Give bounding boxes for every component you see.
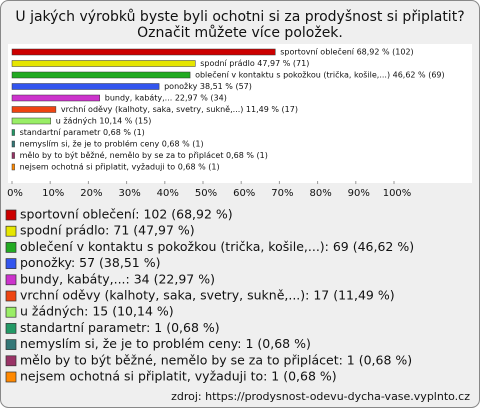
value-label: bundy, kabáty,... 22,97 % (34)	[105, 94, 227, 103]
legend-label: ponožky: 57 (38,51 %)	[20, 255, 160, 270]
x-tick-label: 90%	[348, 188, 370, 199]
legend-swatch	[5, 225, 17, 237]
bar	[11, 48, 276, 56]
source: zdroj: https://prodysnost-odevu-dycha-va…	[171, 390, 470, 403]
bar	[11, 129, 15, 136]
legend-label: spodní prádlo: 71 (47,97 %)	[20, 223, 195, 238]
legend-label: nemyslím si, že je to problém ceny: 1 (0…	[20, 336, 311, 351]
legend-swatch	[5, 274, 17, 286]
legend-swatch	[5, 323, 17, 334]
value-label: ponožky 38,51 % (57)	[164, 82, 252, 91]
value-label: vrchní oděvy (kalhoty, saka, svetry, suk…	[61, 105, 298, 114]
value-label: u žádných 10,14 % (15)	[56, 117, 152, 126]
legend-label: bundy, kabáty,...: 34 (22,97 %)	[20, 271, 215, 286]
legend-swatch	[5, 242, 17, 253]
x-tick-label: 60%	[233, 188, 255, 199]
legend-swatch	[5, 339, 17, 350]
legend-swatch	[5, 306, 17, 318]
legend-label: mělo by to být běžné, nemělo by se za to…	[20, 352, 412, 367]
bar	[11, 140, 15, 148]
bar	[11, 94, 100, 102]
value-label: nemyslím si, že je to problém ceny 0,68 …	[20, 139, 204, 149]
value-label: mělo by to být běžné, nemělo by se za to…	[20, 150, 268, 160]
x-tick-label: 20%	[80, 188, 102, 199]
value-label: sportovní oblečení 68,92 % (102)	[280, 47, 413, 57]
x-tick-label: 80%	[309, 188, 331, 199]
legend-swatch	[5, 209, 17, 221]
value-label: spodní prádlo 47,97 % (71)	[200, 59, 309, 68]
legend-label: nejsem ochotná si připlatit, vyžaduji to…	[20, 369, 337, 384]
x-tick-label: 50%	[195, 188, 217, 199]
bar	[11, 106, 57, 113]
legend-label: standartní parametr: 1 (0,68 %)	[20, 320, 220, 335]
value-label: oblečení v kontaktu s pokožkou (trička, …	[195, 70, 445, 80]
plot-area	[8, 44, 472, 183]
legend-label: vrchní oděvy (kalhoty, saka, svetry, suk…	[20, 288, 395, 303]
bar	[11, 60, 196, 67]
legend-swatch	[5, 355, 17, 367]
value-label: standartní parametr 0,68 % (1)	[20, 128, 145, 137]
x-tick-label: 0%	[7, 188, 23, 199]
legend-label: oblečení v kontaktu s pokožkou (trička, …	[20, 239, 414, 254]
chart-title: U jakých výrobků byste byli ochotni si z…	[15, 9, 464, 25]
bar	[11, 163, 15, 171]
legend-label: u žádných: 15 (10,14 %)	[20, 304, 174, 319]
bar	[11, 71, 191, 79]
chart-title: Označit můžete více položek.	[137, 25, 343, 41]
legend-swatch	[5, 290, 17, 302]
bar	[11, 83, 160, 90]
bar	[11, 152, 15, 159]
x-tick-label: 40%	[157, 188, 179, 199]
x-tick-label: 70%	[271, 188, 293, 199]
x-tick-label: 30%	[118, 188, 140, 199]
legend-label: sportovní oblečení: 102 (68,92 %)	[20, 207, 233, 222]
legend-swatch	[5, 258, 17, 269]
legend-swatch	[5, 371, 17, 383]
x-tick-label: 10%	[42, 188, 64, 199]
value-label: nejsem ochotná si připlatit, vyžaduji to…	[20, 163, 220, 172]
x-tick-label: 100%	[383, 188, 412, 199]
bar	[11, 117, 51, 125]
